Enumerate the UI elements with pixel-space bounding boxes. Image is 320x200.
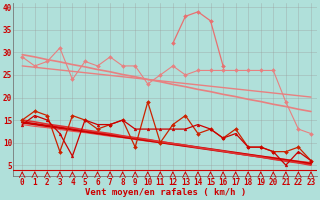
- X-axis label: Vent moyen/en rafales ( km/h ): Vent moyen/en rafales ( km/h ): [85, 188, 246, 197]
